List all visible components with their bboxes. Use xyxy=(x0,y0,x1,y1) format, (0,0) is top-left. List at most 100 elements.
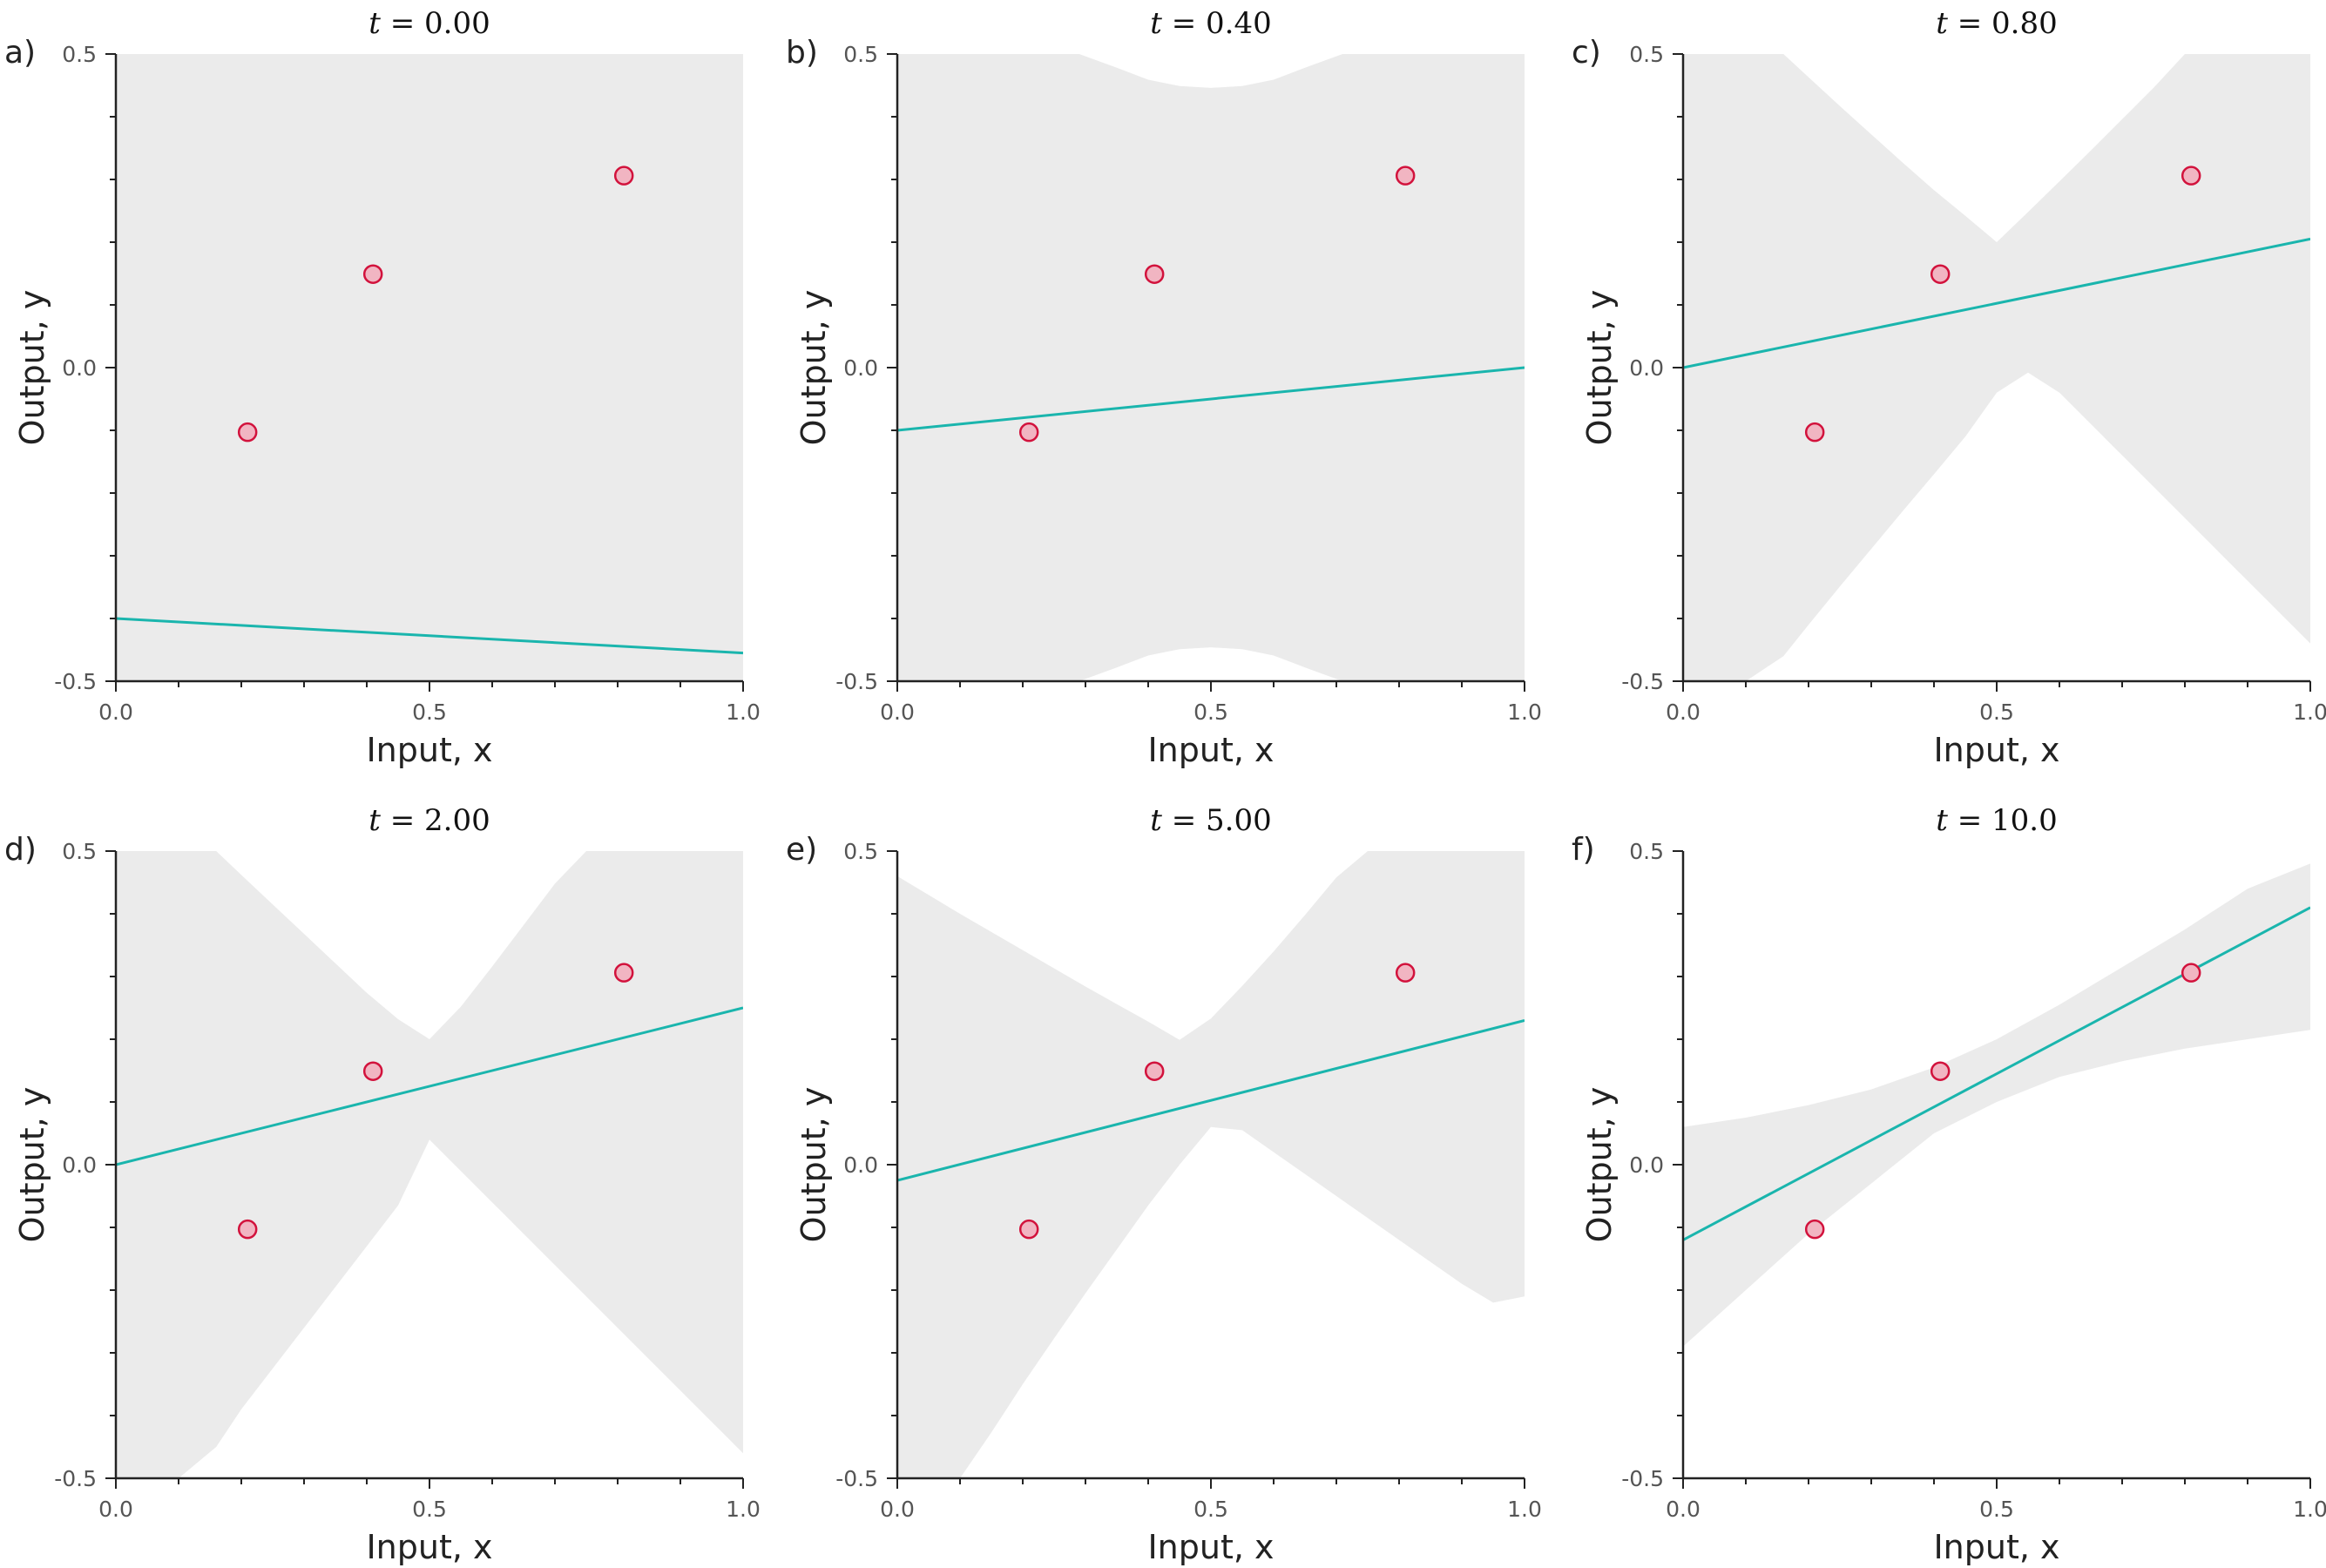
y-axis-label: Output, y xyxy=(13,290,51,446)
x-tick-label: 1.0 xyxy=(726,1497,761,1522)
data-point-1 xyxy=(237,422,258,443)
data-point-3 xyxy=(2181,166,2201,186)
data-point-2 xyxy=(1144,1061,1165,1081)
y-tick-label: 0.0 xyxy=(62,355,97,381)
title-variable: t xyxy=(369,803,381,838)
data-point-2 xyxy=(1930,1061,1951,1081)
x-axis-label: Input, x xyxy=(1933,731,2059,769)
data-point-3 xyxy=(613,166,634,186)
y-tick-label: 0.0 xyxy=(1629,1152,1664,1178)
data-point-1 xyxy=(1018,1219,1039,1240)
title-variable: t xyxy=(369,6,381,41)
panel-title: t = 0.40 xyxy=(1150,6,1271,41)
panel-title: t = 2.00 xyxy=(369,803,490,838)
y-tick-label: 0.0 xyxy=(62,1152,97,1178)
panel-title: t = 0.00 xyxy=(369,6,490,41)
x-axis-label: Input, x xyxy=(1147,731,1274,769)
x-axis-label: Input, x xyxy=(1933,1528,2059,1566)
fit-line xyxy=(116,1006,743,1166)
y-tick-label: 0.5 xyxy=(1629,839,1664,864)
title-equals: = xyxy=(1162,803,1206,838)
y-tick-label: -0.5 xyxy=(54,669,97,694)
y-tick-label: 0.5 xyxy=(62,42,97,67)
data-point-1 xyxy=(237,1219,258,1240)
y-tick-label: 0.0 xyxy=(843,1152,878,1178)
panel-title: t = 10.0 xyxy=(1936,803,2057,838)
y-tick-label: -0.5 xyxy=(1621,1466,1664,1491)
x-tick-label: 1.0 xyxy=(2293,700,2326,725)
x-tick-label: 1.0 xyxy=(1507,1497,1542,1522)
y-tick-label: -0.5 xyxy=(835,669,878,694)
uncertainty-band xyxy=(116,851,743,1478)
x-tick-label: 0.0 xyxy=(880,1497,915,1522)
data-point-2 xyxy=(362,264,383,284)
y-tick-label: 0.5 xyxy=(1629,42,1664,67)
x-axis-label: Input, x xyxy=(366,1528,492,1566)
fit-line xyxy=(897,366,1525,432)
fit-line xyxy=(1683,906,2310,1241)
panel-label: e) xyxy=(786,832,817,868)
title-value: 2.00 xyxy=(424,803,490,838)
x-tick-label: 0.5 xyxy=(412,700,447,725)
title-variable: t xyxy=(1936,6,1948,41)
uncertainty-band xyxy=(897,54,1525,681)
panel-label: b) xyxy=(786,35,818,71)
title-equals: = xyxy=(1948,803,1991,838)
y-tick-label: -0.5 xyxy=(1621,669,1664,694)
x-tick-label: 0.0 xyxy=(1666,700,1701,725)
title-variable: t xyxy=(1936,803,1948,838)
y-tick-label: 0.5 xyxy=(843,839,878,864)
title-value: 0.80 xyxy=(1991,6,2058,41)
data-point-3 xyxy=(2181,963,2201,983)
data-point-3 xyxy=(1395,166,1416,186)
y-tick-label: 0.0 xyxy=(1629,355,1664,381)
fit-line xyxy=(116,617,743,655)
y-axis-label: Output, y xyxy=(13,1087,51,1243)
uncertainty-band xyxy=(1683,54,2310,681)
x-tick-label: 0.0 xyxy=(880,700,915,725)
y-axis-label: Output, y xyxy=(794,1087,833,1243)
panel-title: t = 5.00 xyxy=(1150,803,1271,838)
data-point-1 xyxy=(1804,1219,1825,1240)
data-point-3 xyxy=(1395,963,1416,983)
x-tick-label: 1.0 xyxy=(726,700,761,725)
title-value: 10.0 xyxy=(1991,803,2058,838)
panel-label: c) xyxy=(1572,35,1601,71)
fit-line xyxy=(1683,237,2310,369)
data-point-1 xyxy=(1018,422,1039,443)
x-tick-label: 0.5 xyxy=(1979,1497,2014,1522)
panel-label: d) xyxy=(4,832,37,868)
y-tick-label: 0.0 xyxy=(843,355,878,381)
title-variable: t xyxy=(1150,6,1162,41)
data-point-2 xyxy=(1930,264,1951,284)
x-tick-label: 0.5 xyxy=(1979,700,2014,725)
panel-label: f) xyxy=(1572,832,1595,868)
title-equals: = xyxy=(1162,6,1206,41)
y-axis-label: Output, y xyxy=(794,290,833,446)
x-tick-label: 0.0 xyxy=(98,1497,133,1522)
x-axis-label: Input, x xyxy=(1147,1528,1274,1566)
y-tick-label: -0.5 xyxy=(54,1466,97,1491)
fit-line xyxy=(897,1018,1525,1182)
x-axis-label: Input, x xyxy=(366,731,492,769)
uncertainty-band xyxy=(116,54,743,681)
title-value: 0.00 xyxy=(424,6,490,41)
title-value: 0.40 xyxy=(1206,6,1272,41)
title-value: 5.00 xyxy=(1206,803,1272,838)
uncertainty-band xyxy=(1683,863,2310,1347)
title-equals: = xyxy=(1948,6,1991,41)
x-tick-label: 0.5 xyxy=(1193,700,1228,725)
data-point-3 xyxy=(613,963,634,983)
x-tick-label: 0.0 xyxy=(98,700,133,725)
data-point-2 xyxy=(362,1061,383,1081)
y-tick-label: 0.5 xyxy=(843,42,878,67)
uncertainty-band xyxy=(897,851,1525,1478)
title-equals: = xyxy=(381,803,424,838)
x-tick-label: 0.5 xyxy=(1193,1497,1228,1522)
y-axis-label: Output, y xyxy=(1580,1087,1619,1243)
